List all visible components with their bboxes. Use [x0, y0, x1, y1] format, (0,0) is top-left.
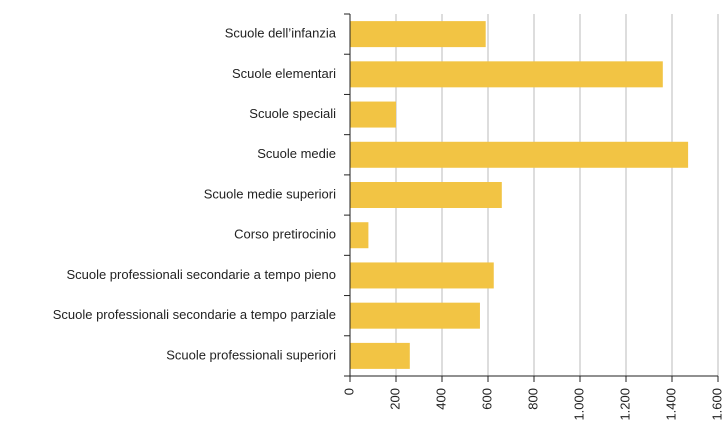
bar: [350, 141, 689, 168]
y-tick-label: Scuole professionali secondarie a tempo …: [53, 307, 336, 322]
x-tick-label: 1.200: [617, 388, 632, 421]
x-tick-label: 600: [479, 388, 494, 410]
y-tick-label: Scuole medie: [257, 146, 336, 161]
x-tick-label: 200: [387, 388, 402, 410]
y-tick-label: Corso pretirocinio: [234, 227, 336, 242]
y-tick-label: Scuole professionali superiori: [166, 347, 336, 362]
y-tick-label: Scuole elementari: [232, 66, 336, 81]
x-tick-label: 0: [341, 388, 356, 395]
x-tick-label: 400: [433, 388, 448, 410]
bar: [350, 302, 480, 329]
y-tick-label: Scuole speciali: [249, 106, 336, 121]
x-tick-label: 800: [525, 388, 540, 410]
bar: [350, 222, 369, 249]
bar: [350, 182, 502, 208]
x-tick-label: 1.000: [571, 388, 586, 421]
bar: [350, 61, 663, 88]
bar: [350, 21, 486, 48]
y-tick-label: Scuole professionali secondarie a tempo …: [66, 267, 336, 282]
bar: [350, 262, 494, 289]
y-tick-label: Scuole dell’infanzia: [225, 26, 337, 41]
y-tick-label: Scuole medie superiori: [204, 186, 336, 201]
x-tick-label: 1.400: [663, 388, 678, 421]
bar: [350, 342, 410, 369]
bar: [350, 101, 396, 128]
x-tick-label: 1.600: [709, 388, 724, 421]
